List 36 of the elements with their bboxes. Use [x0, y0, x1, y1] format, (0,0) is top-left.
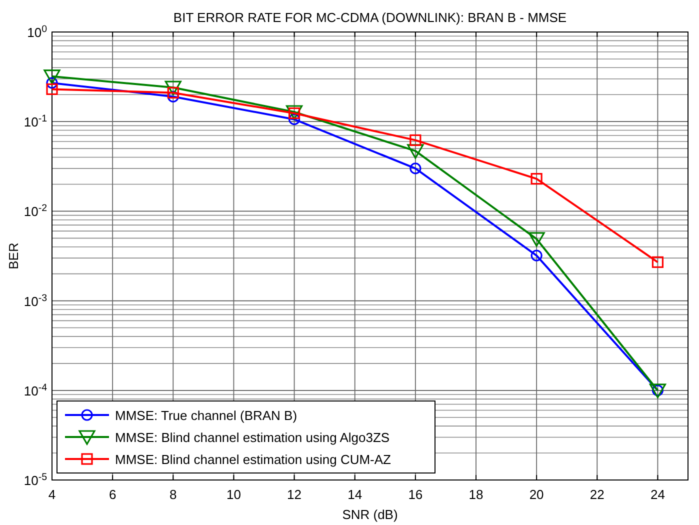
x-tick-label: 24 [650, 487, 665, 502]
chart-title: BIT ERROR RATE FOR MC-CDMA (DOWNLINK): BRAN B - MMSE [173, 10, 567, 25]
point [407, 144, 424, 159]
y-tick-label: 10$^{-3}$ [24, 292, 47, 309]
y-axis-title: BER [6, 242, 21, 270]
y-tick-label: 10$^{-1}$ [24, 113, 47, 130]
point [652, 256, 664, 268]
x-tick-label: 14 [348, 487, 362, 502]
legend-label: MMSE: Blind channel estimation using CUM-AZ [115, 452, 392, 467]
y-tick-label: 10$^{-2}$ [24, 202, 47, 220]
y-tick-label: 10$^{-5}$ [24, 472, 48, 488]
point [530, 250, 542, 262]
point [167, 90, 179, 102]
point [530, 172, 542, 185]
legend-label: MMSE: Blind channel estimation using Algo3ZS [115, 430, 390, 445]
point [288, 114, 300, 126]
point [410, 162, 422, 174]
x-tick-label: 22 [590, 487, 604, 502]
x-tick-label: 12 [287, 487, 302, 502]
x-tick-label: 6 [108, 487, 116, 502]
point [46, 83, 58, 95]
point [410, 134, 422, 146]
x-tick-label: 16 [408, 487, 423, 502]
x-tick-label: 20 [529, 487, 544, 502]
x-tick-label: 10 [226, 487, 241, 502]
y-tick-label: 10$^{0}$ [27, 24, 48, 40]
point [528, 232, 545, 247]
x-axis-title: SNR (dB) [342, 507, 398, 522]
point [44, 70, 60, 84]
point [164, 80, 182, 96]
x-tick-label: 8 [170, 487, 177, 502]
legend-label: MMSE: True channel (BRAN B) [115, 408, 298, 423]
x-tick-label: 4 [48, 487, 56, 502]
point [46, 77, 58, 89]
x-tick-label: 18 [468, 487, 484, 502]
y-tick-label: 10$^{-4}$ [24, 382, 48, 398]
